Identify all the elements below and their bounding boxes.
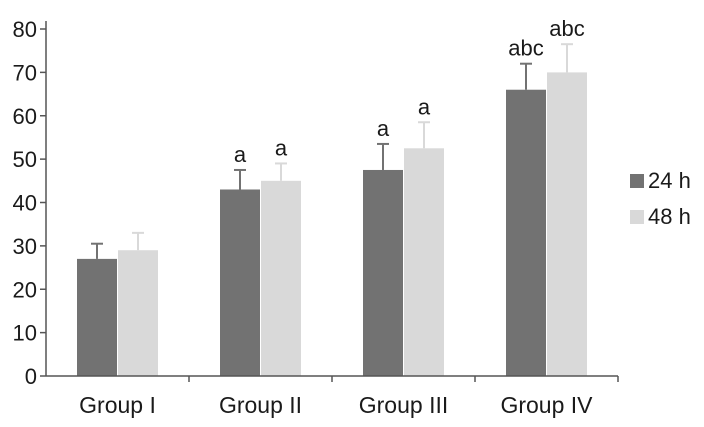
y-tick-label: 20 (13, 277, 37, 302)
y-tick-label: 70 (13, 60, 37, 85)
x-tick-label: Group I (79, 392, 156, 418)
bar (220, 189, 260, 376)
legend-swatch (630, 210, 644, 224)
legend-swatch (630, 174, 644, 188)
y-tick-label: 80 (13, 17, 37, 42)
y-tick-label: 40 (13, 191, 37, 216)
bar (118, 250, 158, 376)
x-tick-label: Group III (359, 392, 448, 418)
data-label: abc (508, 36, 543, 61)
bar (547, 72, 587, 376)
data-label: a (234, 142, 247, 167)
error-bars-layer (91, 43, 573, 259)
legend: 24 h 48 h (630, 168, 691, 229)
bar (261, 180, 301, 376)
y-tick-label: 50 (13, 147, 37, 172)
y-tick-label: 10 (13, 321, 37, 346)
bar (404, 148, 444, 376)
bars-layer (77, 72, 587, 376)
y-tick-label: 60 (13, 104, 37, 129)
y-tick-label: 30 (13, 234, 37, 259)
y-tick-label: 0 (25, 364, 37, 389)
x-tick-label: Group II (219, 392, 302, 418)
data-label: a (377, 116, 390, 141)
data-label: a (418, 94, 431, 119)
x-tick-label: Group IV (500, 392, 593, 418)
axes-layer: 0 10 20 30 40 50 60 70 80 Group I Group II Group II… (13, 17, 619, 418)
data-label: a (275, 135, 288, 160)
bar (77, 258, 117, 376)
bar (506, 89, 546, 376)
legend-label: 24 h (648, 168, 691, 193)
data-label: abc (549, 16, 584, 41)
bar (363, 169, 403, 376)
legend-label: 48 h (648, 204, 691, 229)
